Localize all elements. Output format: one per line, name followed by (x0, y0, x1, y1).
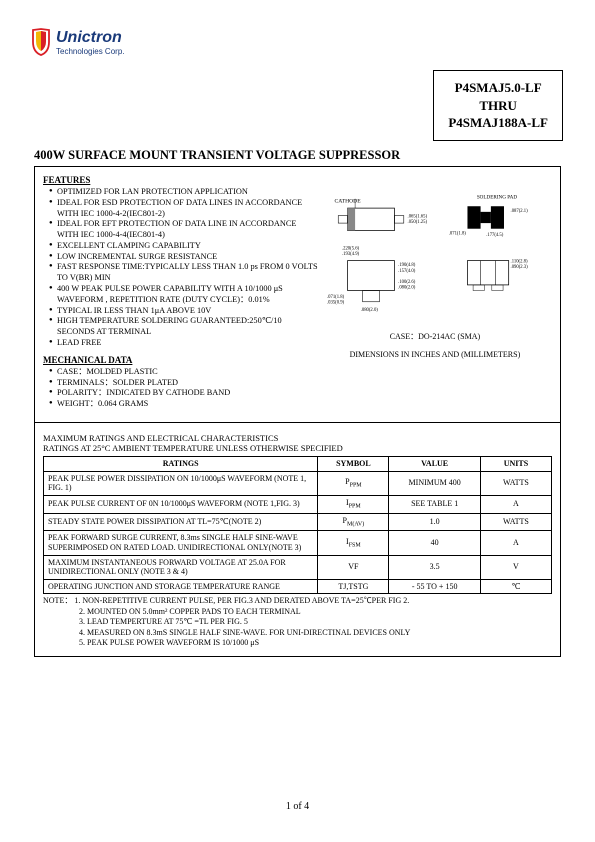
table-row: OPERATING JUNCTION AND STORAGE TEMPERATU… (44, 579, 552, 594)
part-number-box: P4SMAJ5.0-LF THRU P4SMAJ188A-LF (433, 70, 563, 141)
feature-item: EXCELLENT CLAMPING CAPABILITY (49, 241, 318, 252)
feature-item: FAST RESPONSE TIME:TYPICALLY LESS THAN 1… (49, 262, 318, 284)
svg-text:.190(4.8): .190(4.8) (398, 263, 416, 268)
part-line3: P4SMAJ188A-LF (448, 114, 548, 132)
feature-item: IDEAL FOR ESD PROTECTION OF DATA LINES I… (49, 198, 318, 220)
feature-item: HIGH TEMPERATURE SOLDERING GUARANTEED:25… (49, 316, 318, 338)
svg-text:.193(4.9): .193(4.9) (342, 252, 360, 257)
svg-text:.157(4.0): .157(4.0) (398, 269, 416, 274)
notes-block: NOTE： 1. NON-REPETITIVE CURRENT PULSE, P… (43, 596, 552, 648)
case-type: CASE：DO-214AC (SMA) (318, 331, 552, 342)
feature-item: IDEAL FOR EFT PROTECTION OF DATA LINE IN… (49, 219, 318, 241)
svg-text:.090(2.3): .090(2.3) (511, 265, 529, 270)
svg-text:.035(0.9): .035(0.9) (327, 301, 345, 306)
logo-sub: Technologies Corp. (56, 47, 124, 56)
part-line1: P4SMAJ5.0-LF (448, 79, 548, 97)
table-row: MAXIMUM INSTANTANEOUS FORWARD VOLTAGE AT… (44, 555, 552, 579)
company-logo: Unictron Technologies Corp. (30, 28, 124, 56)
mech-item: WEIGHT：0.064 GRAMS (49, 399, 318, 410)
logo-name: Unictron (56, 29, 124, 47)
solder-label: SOLDERING PAD (477, 195, 518, 201)
svg-text:.087(2.1): .087(2.1) (511, 209, 529, 214)
ratings-header: VALUE (389, 457, 480, 472)
mechanical-list: CASE：MOLDED PLASTIC TERMINALS：SOLDER PLA… (49, 367, 318, 410)
table-row: STEADY STATE POWER DISSIPATION AT TL=75℃… (44, 513, 552, 531)
diagram-column: CATHODE SOLDERING PAD .065(1.65) .050(1.… (318, 173, 552, 416)
mech-item: TERMINALS：SOLDER PLATED (49, 378, 318, 389)
part-line2: THRU (448, 97, 548, 115)
feature-item: 400 W PEAK PULSE POWER CAPABILITY WITH A… (49, 284, 318, 306)
svg-text:.080(2.0): .080(2.0) (398, 286, 416, 291)
svg-text:.071(1.8): .071(1.8) (327, 295, 345, 300)
svg-text:.110(2.8): .110(2.8) (511, 259, 528, 264)
ratings-header: SYMBOL (318, 457, 389, 472)
dim-units: DIMENSIONS IN INCHES AND (MILLIMETERS) (318, 350, 552, 359)
notes-head: NOTE： (43, 596, 72, 605)
features-heading: FEATURES (43, 175, 318, 185)
svg-text:.100(2.6): .100(2.6) (398, 280, 416, 285)
ratings-header: RATINGS (44, 457, 318, 472)
mech-item: CASE：MOLDED PLASTIC (49, 367, 318, 378)
package-diagram: CATHODE SOLDERING PAD .065(1.65) .050(1.… (327, 185, 542, 323)
svg-text:.080(2.0): .080(2.0) (361, 308, 379, 313)
svg-text:.065(1.65): .065(1.65) (408, 214, 428, 219)
feature-item: TYPICAL IR LESS THAN 1μA ABOVE 10V (49, 306, 318, 317)
table-row: PEAK FORWARD SURGE CURRENT, 8.3ms SINGLE… (44, 531, 552, 555)
page-title: 400W SURFACE MOUNT TRANSIENT VOLTAGE SUP… (34, 148, 400, 163)
svg-text:.177(4.5): .177(4.5) (486, 233, 504, 238)
ratings-table: RATINGS SYMBOL VALUE UNITS PEAK PULSE PO… (43, 456, 552, 594)
mechanical-heading: MECHANICAL DATA (43, 355, 318, 365)
ratings-header: UNITS (480, 457, 551, 472)
page-number: 1 of 4 (0, 801, 595, 812)
feature-item: LOW INCREMENTAL SURGE RESISTANCE (49, 252, 318, 263)
features-list: OPTIMIZED FOR LAN PROTECTION APPLICATION… (49, 187, 318, 349)
logo-shield-icon (30, 28, 52, 56)
features-column: FEATURES OPTIMIZED FOR LAN PROTECTION AP… (43, 173, 318, 416)
svg-text:.050(1.25): .050(1.25) (408, 220, 428, 225)
table-row: PEAK PULSE POWER DISSIPATION ON 10/1000μ… (44, 471, 552, 495)
main-content-box: FEATURES OPTIMIZED FOR LAN PROTECTION AP… (34, 166, 561, 657)
table-row: PEAK PULSE CURRENT OF 0N 10/1000μS WAVEF… (44, 495, 552, 513)
feature-item: OPTIMIZED FOR LAN PROTECTION APPLICATION (49, 187, 318, 198)
feature-item: LEAD FREE (49, 338, 318, 349)
svg-text:.220(5.6): .220(5.6) (342, 246, 360, 251)
cathode-label: CATHODE (335, 198, 362, 204)
ratings-intro: MAXIMUM RATINGS AND ELECTRICAL CHARACTER… (43, 433, 552, 454)
svg-text:.071(1.8): .071(1.8) (449, 231, 467, 236)
mech-item: POLARITY：INDICATED BY CATHODE BAND (49, 388, 318, 399)
